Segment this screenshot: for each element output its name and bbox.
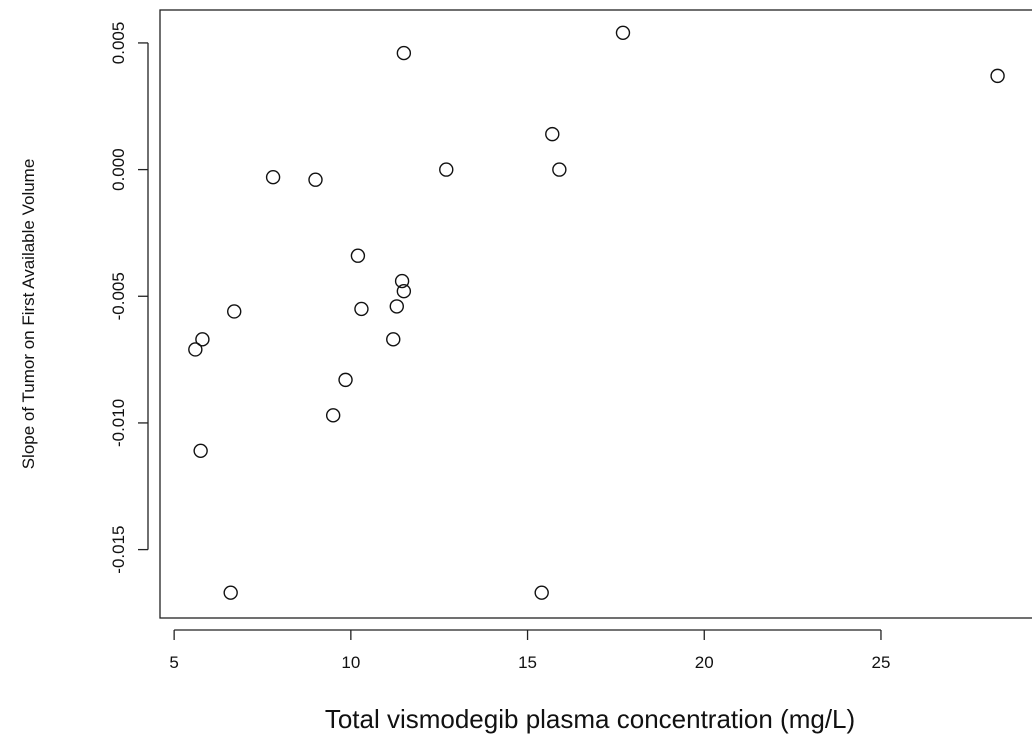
- y-axis: -0.015 -0.010 -0.005 0.000 0.005: [109, 22, 149, 574]
- data-point: [350, 248, 366, 263]
- x-axis-label: Total vismodegib plasma concentration (m…: [325, 704, 855, 734]
- data-point: [615, 25, 631, 40]
- y-tick-label: -0.015: [109, 525, 128, 573]
- data-point: [990, 68, 1005, 84]
- plot-frame: [159, 9, 1032, 619]
- x-tick-label: 5: [169, 653, 178, 672]
- data-point: [195, 332, 210, 347]
- data-point: [389, 299, 404, 314]
- data-point: [545, 126, 560, 142]
- data-points: [188, 25, 1005, 600]
- x-axis: 5 10 15 20 25: [169, 629, 891, 672]
- x-tick-label: 15: [518, 653, 537, 672]
- data-point: [223, 585, 238, 600]
- y-tick-label: 0.000: [109, 148, 128, 191]
- x-tick-label: 25: [872, 653, 891, 672]
- data-point: [265, 169, 281, 185]
- data-point: [439, 162, 454, 177]
- y-tick-label: -0.005: [109, 272, 128, 320]
- data-point: [227, 304, 242, 319]
- x-tick-label: 10: [341, 653, 360, 672]
- data-point: [325, 408, 341, 423]
- data-point: [308, 172, 323, 187]
- data-point: [354, 301, 369, 317]
- data-point: [386, 332, 401, 347]
- data-point: [396, 45, 412, 61]
- y-tick-label: -0.010: [109, 399, 128, 447]
- data-point: [193, 443, 208, 458]
- data-point: [396, 284, 412, 299]
- data-point: [188, 342, 203, 357]
- y-tick-label: 0.005: [109, 22, 128, 65]
- data-point: [534, 585, 549, 600]
- x-tick-label: 20: [695, 653, 714, 672]
- data-point: [552, 162, 567, 177]
- data-point: [338, 372, 353, 388]
- data-point: [394, 273, 410, 289]
- y-axis-label: Slope of Tumor on First Available Volume: [19, 159, 38, 470]
